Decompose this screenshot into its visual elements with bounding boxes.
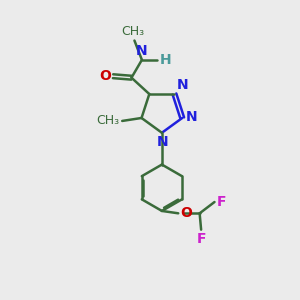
Text: O: O — [180, 206, 192, 220]
Text: N: N — [186, 110, 197, 124]
Text: N: N — [177, 78, 188, 92]
Text: H: H — [159, 53, 171, 67]
Text: CH₃: CH₃ — [97, 114, 120, 128]
Text: O: O — [99, 69, 111, 83]
Text: CH₃: CH₃ — [122, 26, 145, 38]
Text: F: F — [217, 195, 226, 209]
Text: F: F — [196, 232, 206, 246]
Text: N: N — [157, 135, 168, 149]
Text: N: N — [136, 44, 147, 58]
